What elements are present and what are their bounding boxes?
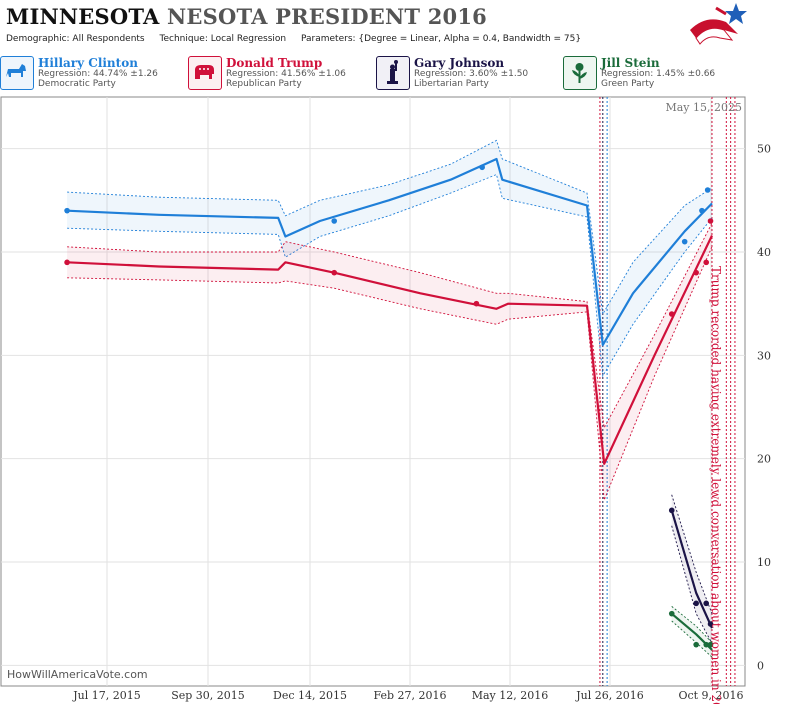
hillary-clinton-poll-point <box>704 187 711 193</box>
flower-icon <box>563 56 597 90</box>
x-tick-label: Jul 26, 2016 <box>575 689 644 702</box>
hillary-clinton-trend-line <box>67 157 713 347</box>
y-tick-label: 50 <box>757 143 771 156</box>
hillary-clinton-poll-point <box>479 164 485 171</box>
candidate-johnson: Gary Johnson Regression: 3.60% ±1.50 Lib… <box>376 54 562 92</box>
jill-stein-poll-point <box>693 641 699 648</box>
jill-stein-poll-point <box>668 610 675 617</box>
poll-chart: 0 10 20 30 40 50 Jul 17, 2015 Sep 30, 2015 Dec 1… <box>0 96 771 704</box>
x-tick-label: Oct 9, 2016 <box>678 689 743 702</box>
candidate-regression: Regression: 1.45% ±0.66 <box>601 69 716 79</box>
parameters-label: Parameters: {Degree = Linear, Alpha = 0.… <box>301 34 582 44</box>
candidate-party: Republican Party <box>226 79 302 89</box>
gary-johnson-lower-bound <box>671 525 713 644</box>
liberty-statue-icon <box>376 56 410 90</box>
page-title: MINNESOTA NESOTA PRESIDENT 2016 <box>6 4 487 29</box>
candidate-regression: Regression: 44.74% ±1.26 <box>38 69 158 79</box>
donald-trump-trend-line <box>67 235 713 465</box>
hillary-clinton-poll-point <box>64 207 70 214</box>
candidate-clinton: Hillary Clinton Regression: 44.74% ±1.26… <box>0 54 186 92</box>
hillary-clinton-poll-point <box>681 238 688 245</box>
candidate-party: Green Party <box>601 79 655 89</box>
site-logo <box>690 3 747 45</box>
donald-trump-poll-point <box>668 311 675 317</box>
donkey-icon <box>0 56 34 90</box>
title-rest: NESOTA PRESIDENT 2016 <box>167 4 487 29</box>
gary-johnson-trend-line <box>670 509 714 629</box>
x-tick-label: Feb 27, 2016 <box>373 689 446 702</box>
technique-label: Technique: Local Regression <box>159 34 287 44</box>
y-tick-label: 40 <box>757 246 771 259</box>
gary-johnson-upper-bound <box>671 494 713 614</box>
donald-trump-poll-point <box>473 300 480 307</box>
candidate-legend: Hillary Clinton Regression: 44.74% ±1.26… <box>0 54 789 92</box>
hillary-clinton-lower-bound <box>67 173 713 378</box>
gary-johnson-poll-point <box>707 621 714 627</box>
candidate-name: Jill Stein <box>601 56 660 70</box>
y-tick-label: 10 <box>757 556 771 569</box>
event-annotation: Trump recorded having extremely lewd con… <box>709 266 723 704</box>
hillary-clinton-poll-point <box>699 207 705 214</box>
donald-trump-lower-bound <box>67 246 713 501</box>
y-tick-label: 30 <box>757 349 771 362</box>
x-tick-label: Sep 30, 2015 <box>171 689 245 702</box>
candidate-regression: Regression: 3.60% ±1.50 <box>414 69 529 79</box>
title-state: MINNESOTA <box>6 4 160 29</box>
gary-johnson-poll-point <box>703 600 710 607</box>
hillary-clinton-poll-point <box>331 218 338 224</box>
donald-trump-poll-point <box>64 259 70 266</box>
demographic-label: Demographic: All Respondents <box>6 34 145 44</box>
candidate-trump: Donald Trump Regression: 41.56% ±1.06 Re… <box>188 54 374 92</box>
y-tick-label: 0 <box>757 659 764 672</box>
y-tick-label: 20 <box>757 453 771 466</box>
x-tick-label: Dec 14, 2015 <box>273 689 347 702</box>
donald-trump-poll-point <box>331 269 338 276</box>
candidate-regression: Regression: 41.56% ±1.06 <box>226 69 346 79</box>
candidate-stein: Jill Stein Regression: 1.45% ±0.66 Green… <box>563 54 749 92</box>
donald-trump-upper-bound <box>67 222 713 430</box>
parameters-row: Demographic: All Respondents Technique: … <box>6 34 593 44</box>
x-tick-label: May 12, 2016 <box>472 689 549 702</box>
candidate-name: Donald Trump <box>226 56 323 70</box>
jill-stein-poll-point <box>707 641 714 648</box>
donald-trump-poll-point <box>693 269 699 276</box>
gary-johnson-poll-point <box>693 600 699 607</box>
jill-stein-poll-point <box>703 641 710 648</box>
header: MINNESOTA NESOTA PRESIDENT 2016 Demograp… <box>0 0 789 54</box>
candidate-name: Hillary Clinton <box>38 56 138 70</box>
gary-johnson-poll-point <box>668 507 675 514</box>
watermark: HowWillAmericaVote.com <box>7 668 148 681</box>
candidate-party: Libertarian Party <box>414 79 489 89</box>
date-label: May 15, 2025 <box>665 101 742 114</box>
donald-trump-poll-point <box>707 218 714 224</box>
candidate-name: Gary Johnson <box>414 56 505 70</box>
hillary-clinton-upper-bound <box>67 139 713 316</box>
x-tick-label: Jul 17, 2015 <box>72 689 141 702</box>
elephant-icon <box>188 56 222 90</box>
donald-trump-poll-point <box>703 259 710 266</box>
candidate-party: Democratic Party <box>38 79 116 89</box>
